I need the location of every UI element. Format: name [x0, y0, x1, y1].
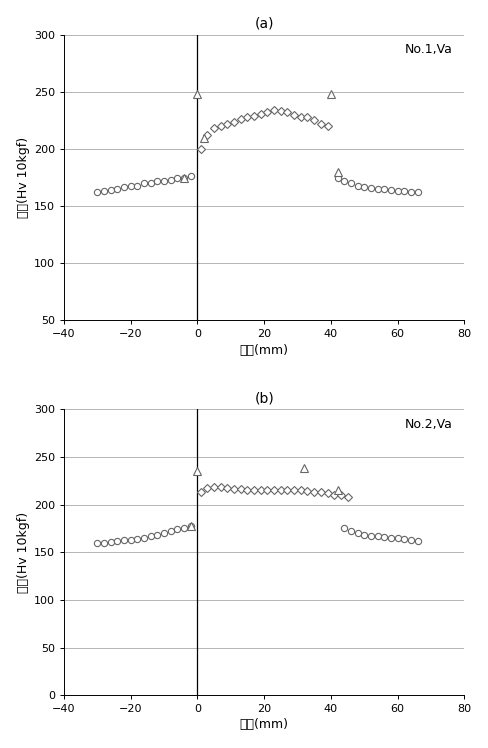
Title: (b): (b) — [254, 391, 274, 405]
X-axis label: 位置(mm): 位置(mm) — [240, 718, 288, 732]
Y-axis label: 硬さ(Hv 10kgf): 硬さ(Hv 10kgf) — [17, 137, 30, 218]
Text: No.1,Va: No.1,Va — [405, 43, 452, 56]
Y-axis label: 硬さ(Hv 10kgf): 硬さ(Hv 10kgf) — [17, 512, 30, 592]
Title: (a): (a) — [254, 16, 274, 31]
X-axis label: 位置(mm): 位置(mm) — [240, 343, 288, 357]
Text: No.2,Va: No.2,Va — [405, 418, 452, 431]
